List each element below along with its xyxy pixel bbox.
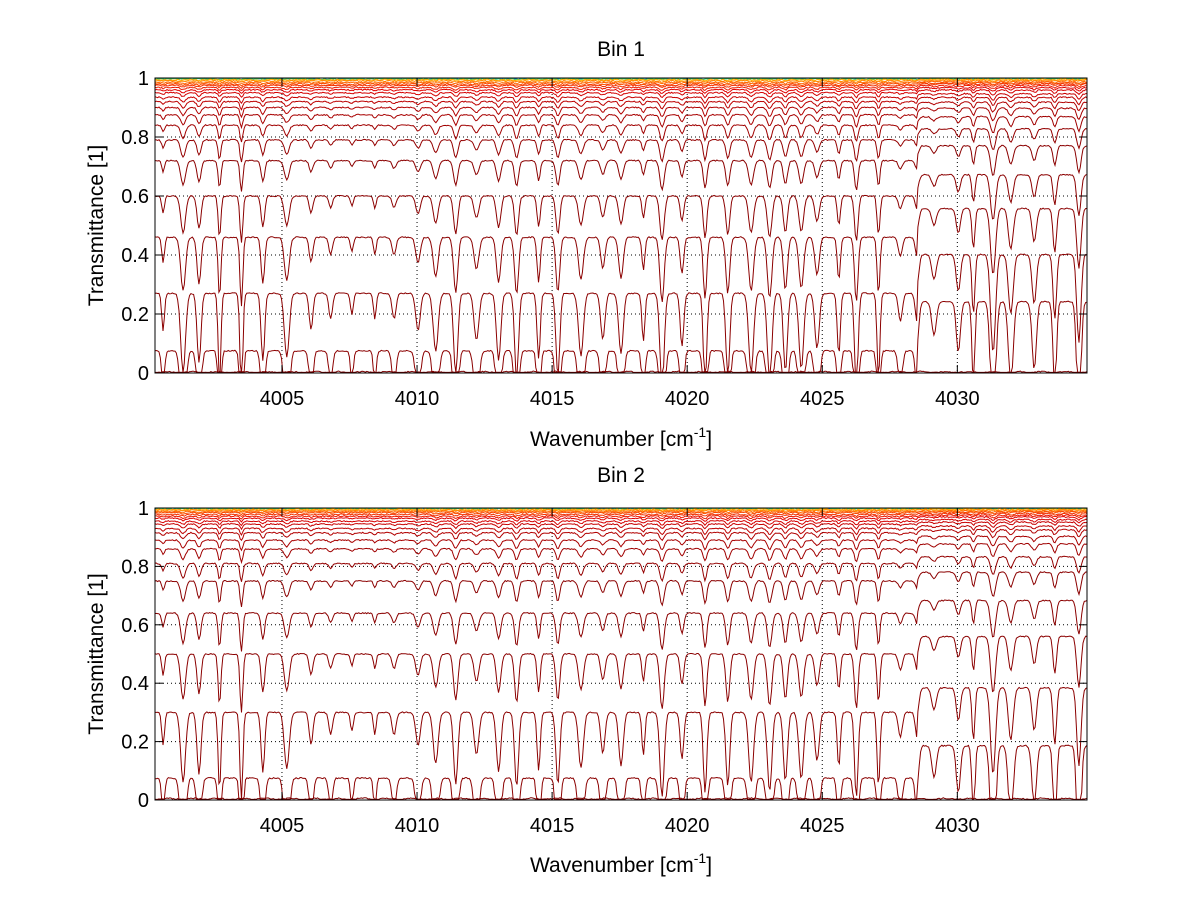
x-axis-label: Wavenumber [cm-1]	[530, 850, 712, 877]
grid	[155, 78, 1087, 373]
x-axis-label: Wavenumber [cm-1]	[530, 424, 712, 451]
spectrum-series	[155, 78, 1087, 82]
x-tick-label: 4020	[665, 388, 710, 410]
spectrum-series	[155, 107, 1087, 130]
y-tick-label: 0.8	[121, 127, 149, 149]
x-tick-label: 4010	[395, 388, 440, 410]
y-tick-label: 0	[138, 363, 149, 385]
x-tick-label: 4020	[665, 815, 710, 837]
axes-box	[154, 77, 1088, 374]
spectrum-series	[155, 518, 1087, 527]
axes-box	[154, 507, 1088, 801]
spectrum-series	[155, 115, 1087, 143]
spectrum-series	[155, 82, 1087, 89]
spectrum-series	[155, 599, 1087, 652]
spectrum-series	[155, 521, 1087, 531]
y-tick-label: 0.6	[121, 186, 149, 208]
y-tick-label: 1	[138, 68, 149, 90]
panel-1: 4005 4010 4015 4020 4025 4030 0 0.2 0.4 0.6 0.8 1 Bi…	[85, 38, 1088, 451]
chart-title: Bin 1	[597, 38, 645, 61]
spectrum-series	[155, 524, 1087, 537]
spectrum-series	[155, 207, 1087, 307]
y-tick-label: 0.8	[121, 556, 149, 578]
chart-title: Bin 2	[597, 464, 645, 487]
series-group	[155, 507, 1087, 800]
spectrum-series	[155, 515, 1087, 523]
y-axis-label: Transmittance [1]	[85, 573, 108, 734]
panel-2: 4005 4010 4015 4020 4025 4030 0 0.2 0.4 0.6 0.8 1 Bi…	[85, 464, 1088, 877]
spectrum-series	[155, 92, 1087, 105]
spectrum-series	[155, 535, 1087, 552]
spectrum-series	[155, 370, 1087, 373]
y-tick-label: 1	[138, 498, 149, 520]
spectrum-series	[155, 508, 1087, 511]
spectrum-series	[155, 513, 1087, 520]
x-tick-label: 4010	[395, 815, 440, 837]
spectrum-series	[155, 508, 1087, 512]
y-tick-label: 0.4	[121, 673, 149, 695]
spectrum-series	[155, 79, 1087, 83]
grid	[155, 508, 1087, 800]
y-tick-label: 0.6	[121, 615, 149, 637]
spectrum-series	[155, 510, 1087, 516]
spectrum-series	[155, 635, 1087, 713]
x-tick-label: 4030	[935, 815, 980, 837]
x-tick-label: 4005	[260, 815, 305, 837]
y-axis-label: Transmittance [1]	[85, 145, 108, 306]
spectrum-series	[155, 555, 1087, 583]
x-tick-label: 4005	[260, 388, 305, 410]
x-tick-label: 4025	[800, 388, 845, 410]
spectrum-series	[155, 253, 1087, 373]
y-tick-label: 0.2	[121, 304, 149, 326]
x-tick-label: 4015	[530, 388, 575, 410]
spectrum-series	[155, 80, 1087, 85]
spectrum-series	[155, 528, 1087, 542]
series-group	[155, 77, 1087, 373]
spectrum-series	[155, 173, 1087, 243]
y-tick-label: 0.2	[121, 732, 149, 754]
spectrum-series	[155, 84, 1087, 91]
x-tick-label: 4030	[935, 388, 980, 410]
x-tick-label: 4025	[800, 815, 845, 837]
spectrum-series	[155, 88, 1087, 99]
spectrum-series	[155, 101, 1087, 119]
spectrum-series	[155, 797, 1087, 800]
spectrum-series	[155, 300, 1087, 373]
spectrum-series	[155, 512, 1087, 518]
spectrum-series	[155, 686, 1087, 800]
spectrum-series	[155, 86, 1087, 95]
spectrum-series	[155, 542, 1087, 565]
spectrum-series	[155, 744, 1087, 800]
spectrum-series	[155, 96, 1087, 111]
y-tick-label: 0.4	[121, 245, 149, 267]
spectrum-series	[155, 571, 1087, 607]
spectrum-series	[155, 144, 1087, 192]
spectrum-series	[155, 127, 1087, 163]
spectrum-series	[155, 81, 1087, 87]
y-tick-label: 0	[138, 790, 149, 812]
x-tick-label: 4015	[530, 815, 575, 837]
